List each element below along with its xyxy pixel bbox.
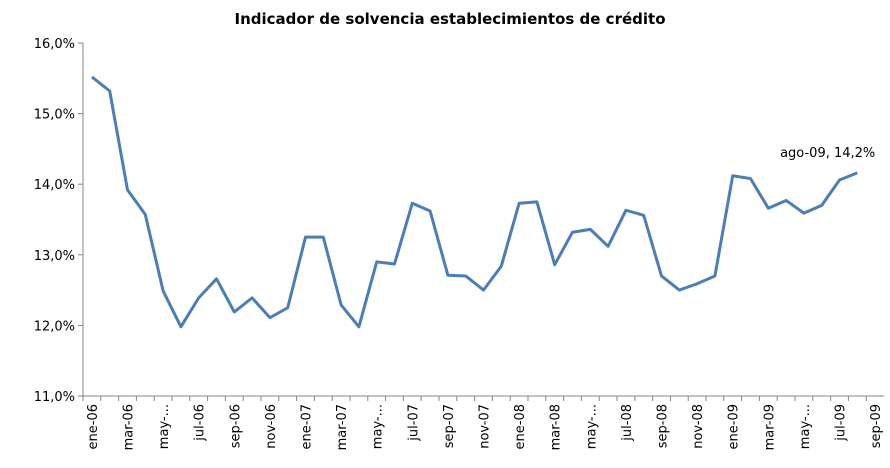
chart-title: Indicador de solvencia establecimientos … [234, 10, 665, 28]
y-tick-label: 11,0% [34, 390, 75, 405]
x-tick-label: jul-06 [193, 404, 208, 442]
y-tick-label: 12,0% [34, 319, 75, 334]
x-tick-label: ene-08 [513, 404, 528, 449]
x-tick-label: sep-09 [869, 404, 884, 448]
x-tick-label: sep-06 [228, 404, 243, 448]
x-tick-label: sep-07 [442, 404, 457, 448]
x-tick-label: jul-09 [834, 404, 849, 442]
x-tick-label: mar-08 [549, 404, 564, 450]
x-tick-label: may-... [157, 404, 172, 449]
x-tick-label: may-... [798, 404, 813, 449]
x-tick-label: nov-07 [478, 404, 493, 449]
x-tick-label: mar-07 [335, 404, 350, 450]
x-tick-label: jul-07 [406, 404, 421, 442]
x-tick-label: may-... [371, 404, 386, 449]
x-tick-label: nov-06 [264, 404, 279, 449]
x-tick-label: mar-09 [762, 404, 777, 450]
y-tick-label: 14,0% [34, 178, 75, 193]
x-tick-label: sep-08 [656, 404, 671, 448]
x-tick-label: ene-09 [727, 404, 742, 449]
x-tick-label: may-... [584, 404, 599, 449]
data-line [90, 75, 858, 329]
x-tick-label: ene-06 [86, 404, 101, 449]
y-tick-label: 15,0% [34, 108, 75, 123]
x-tick-label: mar-06 [122, 404, 137, 450]
y-tick-label: 13,0% [34, 249, 75, 264]
y-tick-label: 16,0% [34, 37, 75, 52]
x-tick-label: jul-08 [620, 404, 635, 442]
x-tick-label: ene-07 [300, 404, 315, 449]
annotation: ago-09, 14,2% [780, 146, 875, 161]
x-tick-label: nov-08 [691, 404, 706, 449]
